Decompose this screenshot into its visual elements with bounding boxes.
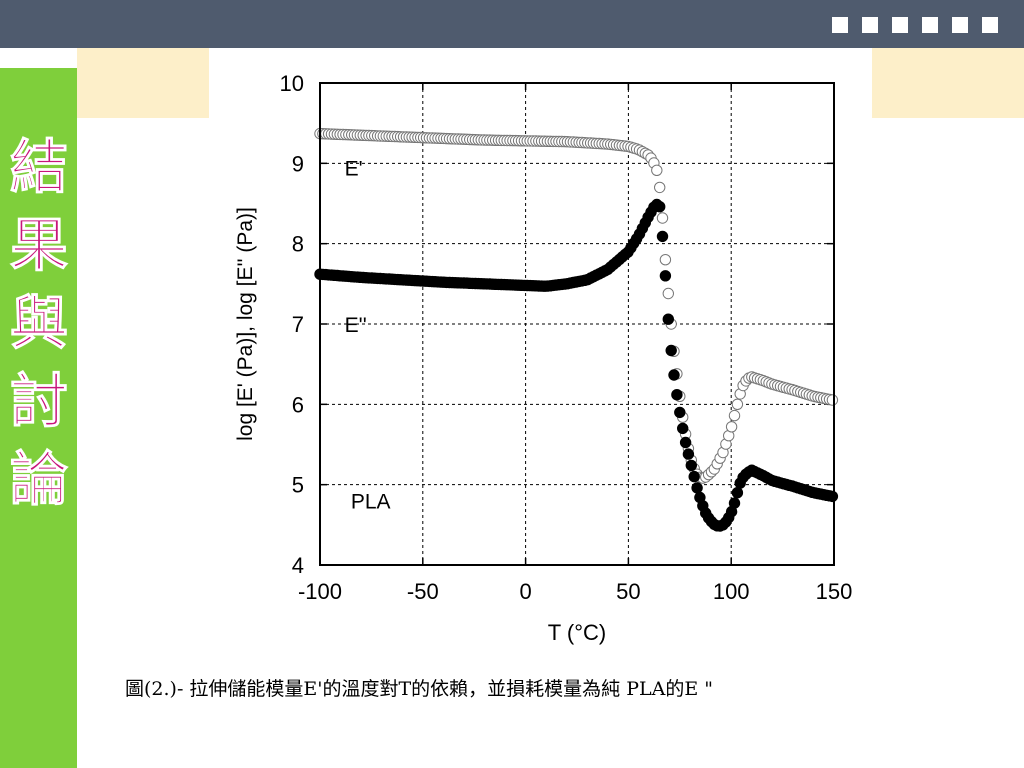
square-icon — [952, 17, 968, 33]
grid-lines — [320, 83, 834, 565]
slide-title: 結果與討論 — [9, 133, 68, 514]
storage-modulus-point — [728, 409, 741, 422]
loss-modulus-point — [728, 497, 741, 509]
figure-caption: 圖(2.)- 拉伸儲能模量E'的溫度對T的依賴，並損耗模量為純 PLA的E " — [125, 678, 713, 700]
loss-modulus-point — [679, 436, 692, 449]
storage-modulus-point — [731, 398, 744, 410]
loss-modulus-point — [668, 369, 680, 381]
annotation-label: E'' — [345, 314, 367, 337]
loss-modulus-point — [659, 270, 672, 282]
x-tick-label: 100 — [713, 579, 750, 604]
loss-modulus-point — [654, 201, 666, 213]
y-tick-label: 8 — [292, 232, 304, 257]
x-tick-label: -100 — [298, 579, 342, 604]
loss-modulus-point — [671, 389, 683, 401]
storage-modulus-point — [654, 181, 666, 194]
loss-modulus-point — [662, 313, 674, 325]
y-tick-label: 6 — [292, 392, 304, 417]
data-points — [314, 127, 839, 532]
x-axis-label: T (°C) — [548, 620, 607, 645]
plot-area — [320, 83, 834, 565]
x-tick-label: 50 — [616, 579, 640, 604]
storage-modulus-point — [651, 164, 663, 177]
top-bar — [0, 0, 1024, 48]
y-tick-label: 9 — [292, 151, 304, 176]
y-tick-label: 10 — [280, 71, 304, 96]
loss-modulus-point — [682, 448, 695, 460]
loss-modulus-point — [826, 490, 839, 503]
dma-chart: -100 -50 0 50 100 150 4 5 6 7 8 9 10 log [E' (Pa)], … — [234, 71, 853, 645]
loss-modulus-point — [731, 487, 744, 499]
axis-ticks: -100 -50 0 50 100 150 4 5 6 7 8 9 10 — [280, 71, 853, 604]
square-icon — [892, 17, 908, 33]
y-tick-label: 5 — [292, 473, 304, 498]
storage-modulus-point — [659, 254, 672, 266]
annotation-label: PLA — [351, 491, 391, 514]
square-icon — [862, 17, 878, 33]
sidebar — [0, 68, 77, 768]
storage-modulus-point — [725, 421, 738, 433]
plot-frame — [319, 82, 835, 566]
storage-modulus-point — [662, 287, 674, 300]
x-tick-label: 0 — [519, 579, 531, 604]
annotation-label: E' — [345, 157, 363, 180]
x-tick-label: 150 — [816, 579, 853, 604]
header-band-left — [77, 48, 209, 118]
decorative-squares — [832, 17, 998, 33]
chart-container: -100 -50 0 50 100 150 4 5 6 7 8 9 10 log [E' (Pa)], … — [209, 48, 872, 660]
loss-modulus-point — [677, 422, 689, 435]
loss-modulus-point — [685, 459, 697, 472]
storage-modulus-point — [656, 212, 669, 224]
loss-modulus-point — [656, 230, 669, 243]
y-tick-label: 4 — [292, 553, 304, 578]
storage-modulus-point — [826, 394, 839, 406]
loss-modulus-point — [665, 344, 677, 357]
square-icon — [982, 17, 998, 33]
y-tick-label: 7 — [292, 312, 304, 337]
x-tick-label: -50 — [407, 579, 439, 604]
loss-modulus-point — [688, 470, 700, 483]
y-axis-label: log [E' (Pa)], log [E'' (Pa)] — [234, 207, 257, 441]
loss-modulus-point — [674, 406, 686, 419]
loss-modulus-point — [691, 482, 703, 494]
square-icon — [922, 17, 938, 33]
header-band-right — [872, 48, 1024, 118]
annotations: E' E'' PLA — [345, 157, 391, 513]
square-icon — [832, 17, 848, 33]
